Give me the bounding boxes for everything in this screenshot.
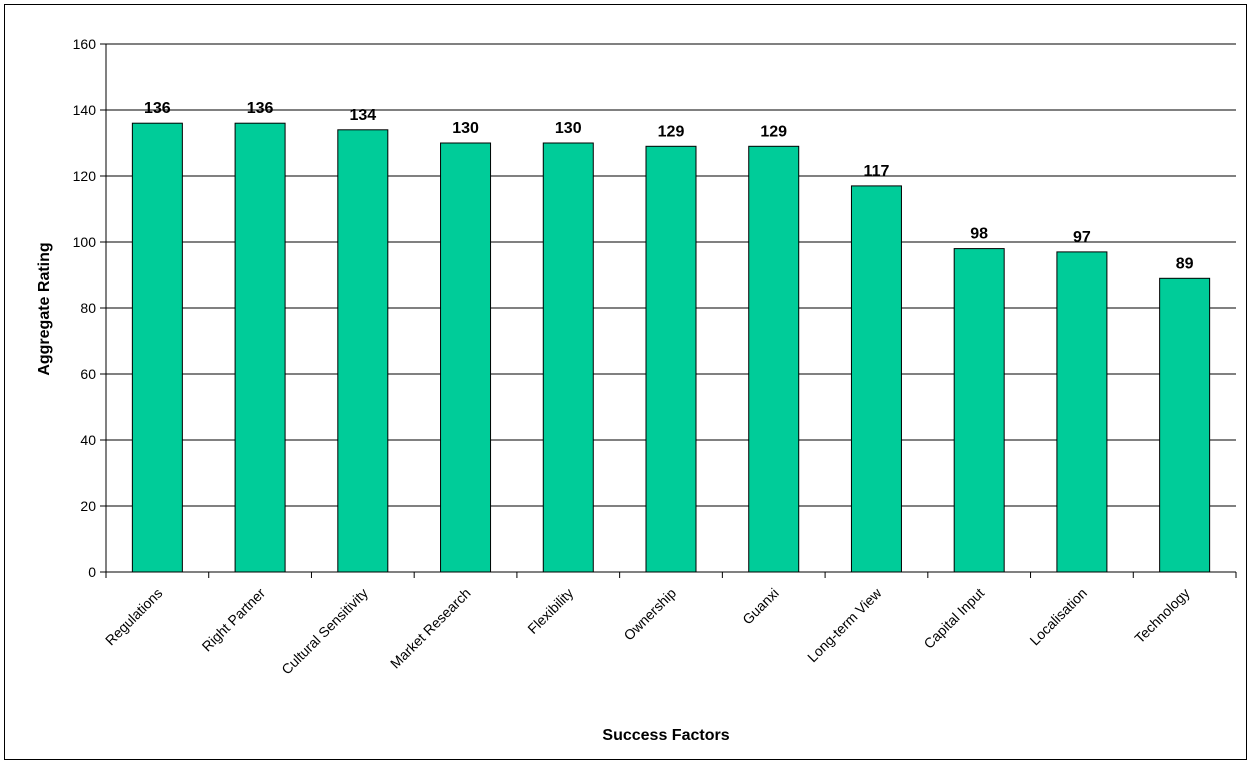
x-category-label: Capital Input — [920, 585, 987, 652]
x-category-label: Guanxi — [739, 585, 782, 628]
data-label: 130 — [555, 120, 582, 137]
bar — [850, 185, 902, 573]
y-tick-label: 60 — [80, 366, 96, 382]
y-axis-title: Aggregate Rating — [36, 242, 53, 375]
bar — [1159, 277, 1211, 573]
x-category-label: Market Research — [387, 585, 474, 672]
bar — [440, 142, 492, 573]
data-label: 129 — [760, 123, 787, 140]
data-label: 130 — [452, 120, 479, 137]
chart-frame — [4, 4, 1247, 760]
bar — [337, 129, 389, 573]
data-label: 98 — [970, 226, 988, 243]
y-tick-label: 20 — [80, 498, 96, 514]
bar — [1056, 251, 1108, 573]
data-label: 97 — [1073, 229, 1091, 246]
data-label: 129 — [658, 123, 685, 140]
x-category-label: Right Partner — [199, 585, 269, 655]
y-tick-label: 80 — [80, 300, 96, 316]
bar — [645, 145, 697, 573]
x-category-label: Long-term View — [804, 584, 885, 665]
y-tick-label: 40 — [80, 432, 96, 448]
y-tick-label: 120 — [73, 168, 97, 184]
bar — [131, 122, 183, 573]
bar — [542, 142, 594, 573]
x-category-label: Regulations — [102, 585, 166, 649]
data-label: 117 — [864, 163, 890, 180]
y-tick-label: 140 — [73, 102, 97, 118]
x-category-label: Cultural Sensitivity — [278, 585, 371, 678]
bars — [131, 122, 1211, 573]
x-category-label: Localisation — [1026, 585, 1090, 649]
axes — [100, 43, 1237, 578]
data-label: 136 — [144, 100, 171, 117]
x-category-label: Technology — [1131, 585, 1192, 646]
bar — [748, 145, 800, 573]
y-tick-label: 160 — [73, 36, 97, 52]
x-category-label: Flexibility — [524, 585, 576, 637]
bar — [953, 248, 1005, 573]
x-category-label: Ownership — [620, 585, 679, 644]
data-label: 134 — [349, 107, 376, 124]
bar — [234, 122, 286, 573]
data-label: 136 — [247, 100, 274, 117]
x-axis-title: Success Factors — [602, 727, 729, 744]
y-tick-label: 100 — [73, 234, 97, 250]
data-label: 89 — [1176, 255, 1194, 272]
y-tick-label: 0 — [88, 564, 96, 580]
